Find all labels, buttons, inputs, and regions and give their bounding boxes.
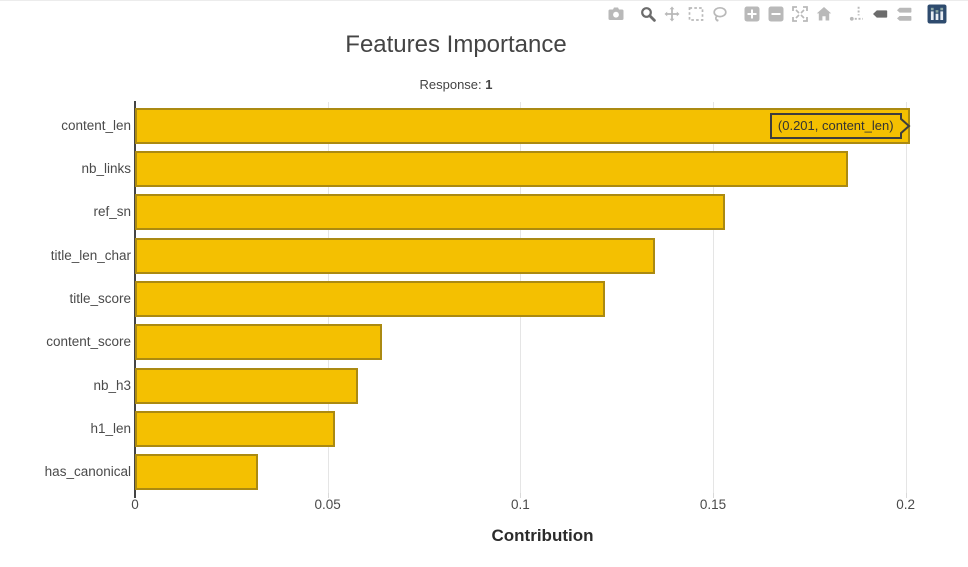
bar-h1_len[interactable] bbox=[135, 411, 336, 447]
bar-title_len_char[interactable] bbox=[135, 237, 656, 274]
gridline-x-0.15 bbox=[713, 102, 714, 493]
compare-data-on-hover-icon[interactable] bbox=[895, 6, 913, 22]
chart-title: Features Importance bbox=[345, 31, 567, 58]
show-closest-on-hover-icon[interactable] bbox=[871, 6, 889, 22]
tickmark-x-0.1 bbox=[520, 493, 522, 498]
ylabel-h1_len: h1_len bbox=[90, 421, 131, 436]
xtick-label: 0.05 bbox=[314, 497, 341, 512]
ylabel-nb_h3: nb_h3 bbox=[93, 377, 131, 393]
gridline-x-0.2 bbox=[905, 102, 907, 493]
toggle-spike-lines-icon[interactable] bbox=[847, 6, 865, 22]
xtick-label: 0.1 bbox=[510, 497, 530, 512]
xtick-label: 0.2 bbox=[896, 497, 916, 512]
plotly-modebar bbox=[601, 4, 947, 24]
tickmark-x-0.05 bbox=[327, 493, 329, 498]
ylabel-content_score: content_score bbox=[46, 334, 131, 350]
bar-content_len[interactable] bbox=[135, 107, 910, 144]
zoom-in-icon[interactable] bbox=[743, 6, 761, 22]
reset-axes-home-icon[interactable] bbox=[815, 6, 833, 22]
plotly-logo-icon[interactable] bbox=[927, 4, 947, 24]
ylabel-ref_sn: ref_sn bbox=[93, 204, 131, 220]
lasso-select-icon[interactable] bbox=[711, 6, 729, 22]
ylabel-title_len_char: title_len_char bbox=[50, 247, 131, 263]
ylabel-content_len: content_len bbox=[61, 117, 131, 133]
xtick-label: 0 bbox=[131, 497, 139, 512]
ylabel-has_canonical: has_canonical bbox=[44, 464, 131, 480]
ylabel-nb_links: nb_links bbox=[81, 161, 131, 176]
autoscale-icon[interactable] bbox=[791, 6, 809, 22]
ylabel-title_score: title_score bbox=[69, 291, 131, 306]
bar-nb_links[interactable] bbox=[135, 151, 848, 187]
bar-ref_sn[interactable] bbox=[135, 194, 725, 231]
response-annotation-value: 1 bbox=[485, 77, 493, 92]
bar-has_canonical[interactable] bbox=[135, 454, 259, 491]
bar-content_score[interactable] bbox=[135, 324, 382, 361]
tickmark-x-0.15 bbox=[713, 493, 714, 498]
zoom-out-icon[interactable] bbox=[767, 6, 785, 22]
x-axis-title: Contribution bbox=[491, 526, 594, 545]
bar-nb_h3[interactable] bbox=[135, 367, 359, 404]
response-annotation-prefix: Response: bbox=[419, 77, 486, 92]
xtick-label: 0.15 bbox=[699, 497, 727, 512]
tickmark-x-0.2 bbox=[905, 493, 907, 498]
response-annotation: Response: 1 bbox=[0, 77, 912, 92]
zoom-icon[interactable] bbox=[639, 6, 657, 22]
camera-icon[interactable] bbox=[607, 6, 625, 22]
pan-icon[interactable] bbox=[663, 6, 681, 22]
box-select-icon[interactable] bbox=[687, 6, 705, 22]
bar-title_score[interactable] bbox=[135, 281, 606, 317]
